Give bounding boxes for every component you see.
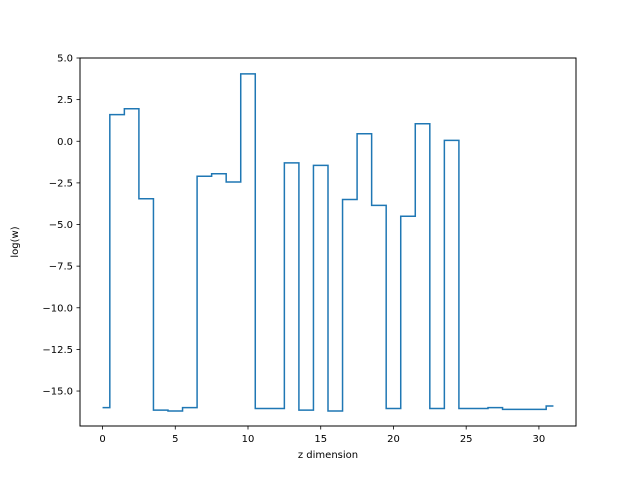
x-tick-label: 20	[387, 434, 400, 445]
x-tick-label: 10	[242, 434, 255, 445]
x-tick-label: 15	[314, 434, 327, 445]
y-tick-label: −15.0	[42, 387, 73, 398]
y-tick-label: 5.0	[57, 54, 73, 65]
series-line-0	[102, 73, 554, 412]
y-tick-label: −7.5	[49, 262, 73, 273]
series-layer	[102, 73, 554, 412]
y-tick-label: −5.0	[49, 220, 73, 231]
x-tick-label: 25	[460, 434, 473, 445]
plot-frame	[79, 57, 577, 427]
x-tick-label: 5	[172, 434, 178, 445]
y-tick-label: −12.5	[42, 345, 73, 356]
y-axis-ticks: 5.0 2.5 0.0 −2.5 −5.0 −7.5 −10.0 −12.5 −15.0	[42, 54, 80, 398]
y-tick-label: 2.5	[57, 95, 73, 106]
x-axis-label: z dimension	[298, 450, 358, 461]
y-tick-label: −10.0	[42, 303, 73, 314]
y-tick-label: −2.5	[49, 178, 73, 189]
y-axis-label: log(w)	[10, 226, 21, 257]
plot-area	[79, 57, 577, 427]
x-tick-label: 0	[99, 434, 105, 445]
x-tick-label: 30	[533, 434, 546, 445]
x-axis-ticks: 0 5 10 15 20 25 30	[99, 426, 545, 445]
y-tick-label: 0.0	[57, 137, 73, 148]
